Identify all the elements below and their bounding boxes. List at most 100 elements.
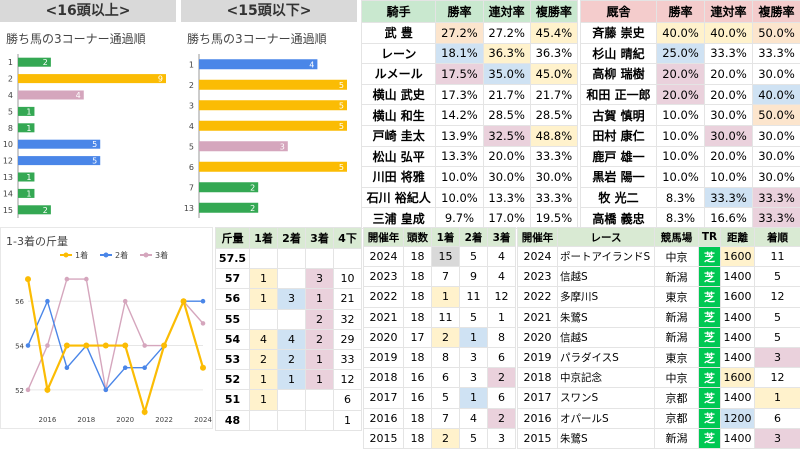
rate-cell: 25.0% [657,43,705,64]
rate-cell: 50.0% [753,23,800,44]
year-cell: 6 [488,388,516,408]
name-cell: 杉山 晴紀 [581,43,657,64]
bar-value-label: 5 [339,163,344,172]
y-tick-label: 54 [15,343,24,351]
year-cell: 4 [488,267,516,287]
weight-cell: 54 [216,329,250,349]
race-cell: 2024 [518,247,558,267]
bar-value-label: 5 [339,122,344,131]
legend-marker [64,253,69,258]
count-cell: 1 [250,370,278,390]
rate-cell: 33.3% [530,187,577,208]
race-cell: 1400 [721,428,755,448]
year-cell: 2022 [364,287,404,307]
year-cell: 17 [404,327,432,347]
track-cell: 芝 [699,287,721,307]
rate-cell: 45.0% [530,64,577,85]
column-header: 勝率 [657,1,705,23]
year-cell: 1 [460,388,488,408]
bar [18,90,84,99]
race-cell: 2022 [518,287,558,307]
bar-category-label: 4 [189,122,194,131]
bar-value-label: 4 [76,91,81,100]
column-header: 1着 [250,228,278,249]
count-cell: 3 [278,289,306,309]
track-cell: 芝 [699,327,721,347]
series-point [83,343,89,349]
x-tick-label: 2024 [194,416,212,424]
year-cell: 2 [432,327,460,347]
track-cell: 芝 [699,368,721,388]
year-cell: 18 [404,287,432,307]
bar-value-label: 5 [339,81,344,90]
race-cell: 新潟 [655,267,699,287]
year-cell: 12 [488,287,516,307]
rate-cell: 20.0% [657,84,705,105]
bar [199,162,347,172]
race-cell: 京都 [655,408,699,428]
rate-cell: 13.3% [436,146,483,167]
track-cell: 芝 [699,247,721,267]
count-cell: 33 [334,349,362,369]
name-cell: 高橋 義忠 [581,208,657,229]
count-cell: 12 [334,370,362,390]
year-cell: 5 [460,247,488,267]
rate-cell: 30.0% [705,125,753,146]
rate-cell: 36.3% [530,43,577,64]
year-cell: 2 [432,428,460,448]
name-cell: 黒岩 陽一 [581,167,657,188]
weight-cell: 57.5 [216,249,250,269]
rate-cell: 8.3% [657,187,705,208]
header-15-under: <15頭以下> [181,0,357,22]
weight-cell: 57 [216,269,250,289]
series-point [161,343,167,349]
year-cell: 2016 [364,408,404,428]
name-cell: 戸崎 圭太 [362,125,436,146]
race-name-cell: ポートアイランドS [558,247,655,267]
bar [199,121,347,131]
column-header: 2着 [278,228,306,249]
weight-cell: 53 [216,349,250,369]
name-cell: 和田 正一郎 [581,84,657,105]
rate-cell: 10.0% [436,167,483,188]
race-cell: 12 [755,287,800,307]
rate-cell: 21.7% [530,84,577,105]
bar-category-label: 2 [8,75,13,84]
rate-cell: 30.0% [753,167,800,188]
rate-cell: 35.0% [483,64,530,85]
x-tick-label: 2016 [39,416,57,424]
count-cell: 1 [306,349,334,369]
count-cell [278,410,306,430]
weight-cell: 52 [216,370,250,390]
bar-category-label: 13 [184,204,194,213]
race-cell: 1 [755,388,800,408]
name-cell: 川田 将雅 [362,167,436,188]
rate-cell: 32.5% [483,125,530,146]
race-cell: 11 [755,247,800,267]
column-header: 4下 [334,228,362,249]
year-cell: 2020 [364,327,404,347]
bar-value-label: 2 [250,204,255,213]
header-16-over: <16頭以上> [0,0,176,22]
name-cell: 松山 弘平 [362,146,436,167]
race-cell: 5 [755,307,800,327]
year-cell: 5 [460,428,488,448]
track-cell: 芝 [699,388,721,408]
rate-cell: 13.3% [483,187,530,208]
name-cell: ルメール [362,64,436,85]
